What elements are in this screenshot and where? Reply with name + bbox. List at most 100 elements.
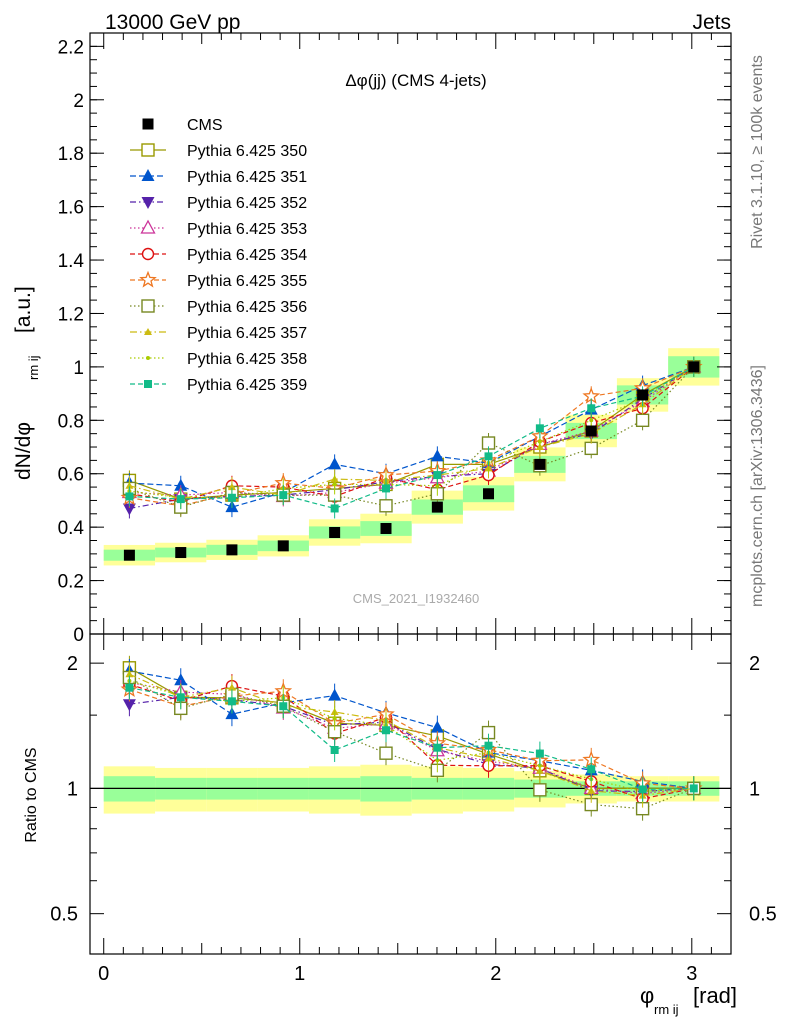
ratio-series-point: [176, 693, 185, 702]
main-ylabel-sub: rm ij: [26, 355, 41, 380]
legend-label: Pythia 6.425 356: [187, 299, 307, 316]
y-tick-label: 2: [73, 91, 84, 112]
ratio-series: [120, 655, 703, 821]
series-point: [379, 499, 393, 513]
data-point: [175, 547, 187, 559]
chart-title: Δφ(jj) (CMS 4-jets): [345, 71, 486, 90]
ratio-series-point: [330, 745, 339, 754]
x-tick-label: 0: [98, 963, 109, 985]
mcplots-label: mcplots.cern.ch [arXiv:1306.3436]: [749, 365, 766, 607]
ratio-ylabel: Ratio to CMS: [23, 747, 40, 842]
legend-marker: [140, 219, 156, 234]
data-point: [277, 540, 289, 552]
ratio-series-point: [587, 765, 596, 774]
legend-marker: [146, 356, 150, 360]
series-point: [435, 483, 440, 488]
ratio-tick-label-right: 1: [749, 778, 760, 800]
main-panel: 0 0.2 0.4 0.6 0.8 1 1.2 1.4 1.6 1.8 2 2.2 Δφ(jj) (C…: [58, 32, 732, 646]
y-tick-label: 1.2: [58, 304, 84, 325]
main-data-points: [123, 361, 700, 561]
series-point: [227, 493, 236, 502]
y-tick-label: 0.6: [58, 465, 84, 486]
ratio-tick-label-right: 0.5: [749, 904, 777, 926]
main-axis-ticks: 0 0.2 0.4 0.6 0.8 1 1.2 1.4 1.6 1.8 2 2.2: [58, 33, 731, 646]
legend-marker: [142, 118, 154, 130]
y-tick-label: 2.2: [58, 37, 84, 58]
data-point: [123, 549, 135, 561]
series-point: [433, 471, 442, 480]
series-line: [129, 366, 695, 503]
series-line: [129, 366, 695, 500]
main-ylabel: dN/dφ rm ij [a.u.]: [12, 286, 41, 480]
series-point: [484, 452, 493, 461]
ratio-series-point: [537, 763, 542, 768]
xlabel-sub: rm ij: [654, 1002, 679, 1017]
series-point: [176, 495, 185, 504]
ratio-series-line: [129, 688, 694, 790]
ratio-series-line: [129, 683, 694, 800]
main-ylabel-main: dN/dφ: [12, 422, 35, 480]
rivet-label: Rivet 3.1.10, ≥ 100k events: [749, 55, 766, 249]
data-point: [534, 458, 546, 470]
series-point: [381, 484, 390, 493]
ratio-series-point: [533, 783, 547, 797]
ratio-series-line: [129, 680, 694, 793]
legend-label: Pythia 6.425 357: [187, 325, 307, 342]
ratio-series-point: [535, 749, 544, 758]
legend-marker: [144, 380, 152, 388]
series-point: [635, 413, 650, 428]
legend-marker: [139, 270, 157, 288]
ratio-series-line: [129, 696, 694, 793]
ratio-series-point: [379, 746, 393, 760]
data-point: [688, 361, 700, 373]
data-point: [431, 501, 443, 513]
series-point: [332, 482, 337, 487]
series-line: [129, 366, 695, 510]
series-point: [279, 491, 288, 500]
y-tick-label: 1.4: [58, 251, 85, 272]
y-tick-label: 1: [73, 358, 84, 379]
legend-label: Pythia 6.425 353: [187, 221, 307, 238]
ratio-series-point: [381, 726, 390, 735]
ratio-series-point: [689, 784, 698, 793]
y-tick-label: 0: [73, 625, 84, 646]
ratio-series-point: [435, 758, 440, 763]
xlabel-main: φ: [640, 983, 654, 1008]
legend-marker: [141, 299, 155, 313]
legend-label: Pythia 6.425 352: [187, 195, 307, 212]
ratio-series-line: [129, 687, 694, 791]
ratio-tick-label: 0.5: [50, 904, 78, 926]
series-line: [129, 366, 694, 508]
data-point: [637, 389, 649, 401]
series-point: [584, 441, 598, 456]
series-line: [129, 366, 695, 508]
legend-label: Pythia 6.425 354: [187, 247, 307, 264]
ratio-series-line: [129, 673, 694, 797]
legend-marker: [141, 197, 155, 209]
y-tick-label: 0.8: [58, 411, 84, 432]
main-ylabel-units: [a.u.]: [12, 286, 35, 333]
ratio-axis-ticks: 0 1 2 3 0.5 0.5 1 1 2 2: [50, 634, 777, 985]
legend-label: Pythia 6.425 350: [187, 143, 307, 160]
ratio-series-point: [122, 699, 136, 712]
x-tick-label: 3: [686, 963, 697, 985]
ratio-tick-label: 1: [67, 778, 78, 800]
series-point: [589, 418, 594, 423]
watermark: CMS_2021_I1932460: [353, 591, 480, 606]
legend-marker: [141, 143, 155, 157]
series-point: [430, 449, 444, 462]
series-point: [122, 503, 136, 516]
data-point: [329, 526, 341, 538]
data-point: [585, 425, 597, 437]
ratio-series-point: [430, 720, 444, 733]
y-tick-label: 0.4: [58, 518, 85, 539]
series-point: [537, 439, 542, 444]
legend-label: Pythia 6.425 359: [187, 377, 307, 394]
ratio-series-point: [638, 785, 647, 794]
ratio-series-point: [227, 683, 236, 691]
legend-label: Pythia 6.425 358: [187, 351, 307, 368]
series-point: [174, 478, 188, 491]
header-left: 13000 GeV pp: [105, 11, 240, 34]
ratio-series-point: [332, 716, 337, 721]
